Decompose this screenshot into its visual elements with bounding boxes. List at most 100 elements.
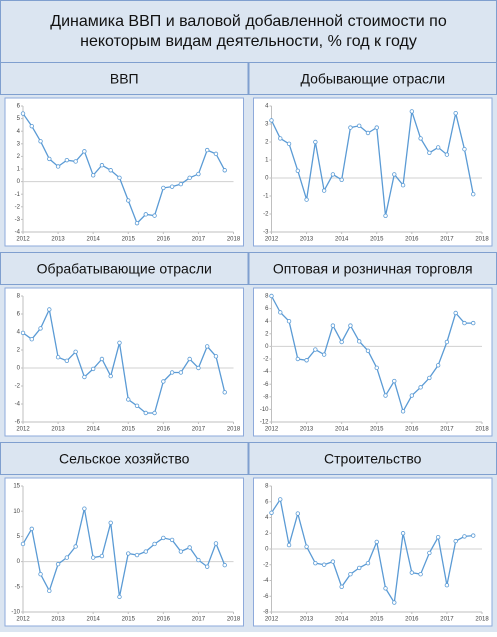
point — [269, 510, 274, 515]
chart-panel — [253, 97, 493, 247]
x-tick-label: 2017 — [440, 427, 454, 433]
header-cell — [248, 252, 497, 285]
point — [435, 534, 441, 540]
point — [47, 588, 52, 594]
point — [222, 168, 227, 173]
y-tick-label: 8 — [17, 294, 21, 300]
point — [169, 184, 175, 189]
point — [435, 145, 441, 150]
chart-title: Добывающие отрасли — [300, 71, 445, 87]
point — [304, 544, 309, 549]
x-tick-label: 2016 — [157, 617, 171, 623]
point — [330, 323, 336, 328]
y-tick-label: 1 — [17, 167, 21, 173]
point — [213, 151, 219, 157]
point — [471, 191, 476, 197]
point — [117, 175, 122, 181]
point — [462, 146, 467, 152]
point — [278, 310, 283, 315]
point — [161, 535, 166, 541]
point — [187, 356, 192, 362]
y-tick-label: 4 — [265, 104, 269, 110]
point — [321, 188, 327, 193]
point — [304, 197, 309, 202]
point — [313, 560, 318, 566]
chart-panel — [4, 477, 244, 627]
header-cell — [248, 62, 497, 95]
point — [365, 348, 371, 354]
x-tick-label: 2016 — [405, 427, 419, 433]
point — [143, 549, 148, 554]
point — [29, 526, 34, 532]
point — [20, 541, 26, 547]
y-tick-label: -8 — [263, 394, 269, 400]
point — [286, 319, 292, 324]
x-tick-label: 2017 — [440, 237, 454, 243]
point — [295, 511, 301, 516]
point — [348, 572, 353, 577]
point — [134, 403, 140, 408]
x-tick-label: 2018 — [475, 237, 489, 243]
page-title: Динамика ВВП и валовой добавленной стоим… — [50, 13, 447, 50]
y-tick-label: 4 — [265, 515, 269, 521]
point — [313, 139, 318, 145]
chart-panel — [4, 97, 244, 247]
point — [108, 520, 113, 525]
point — [82, 149, 87, 154]
x-tick-label: 2017 — [192, 237, 206, 243]
point — [64, 358, 70, 363]
point — [400, 182, 406, 188]
x-tick-label: 2013 — [51, 237, 65, 243]
chart-title: ВВП — [110, 71, 139, 87]
y-tick-label: 2 — [17, 348, 21, 354]
point — [400, 531, 406, 536]
y-tick-label: 2 — [265, 531, 269, 537]
x-tick-label: 2014 — [86, 427, 100, 433]
y-tick-label: 4 — [17, 129, 21, 135]
y-tick-label: -4 — [15, 402, 21, 408]
y-tick-label: 0 — [17, 179, 21, 185]
point — [462, 320, 467, 326]
point — [269, 118, 274, 123]
x-tick-label: 2012 — [16, 237, 30, 243]
x-tick-label: 2015 — [122, 617, 136, 623]
x-tick-label: 2018 — [227, 237, 241, 243]
header-cell — [248, 442, 497, 475]
y-tick-label: -2 — [15, 204, 21, 210]
x-tick-label: 2013 — [51, 617, 65, 623]
y-tick-label: 2 — [265, 140, 269, 146]
x-tick-label: 2018 — [227, 617, 241, 623]
point — [357, 339, 362, 344]
x-tick-label: 2012 — [265, 427, 279, 433]
point — [213, 541, 219, 546]
y-tick-label: 8 — [265, 484, 269, 490]
chart-title: Оптовая и розничная торговля — [273, 261, 473, 277]
x-tick-label: 2014 — [335, 237, 349, 243]
y-tick-label: -4 — [15, 230, 21, 236]
point — [55, 561, 61, 567]
chart-title: Обрабатывающие отрасли — [37, 261, 212, 277]
point — [365, 130, 371, 136]
point — [339, 339, 344, 345]
point — [55, 355, 61, 360]
y-tick-label: -6 — [263, 382, 269, 388]
y-tick-label: -2 — [15, 384, 21, 390]
point — [295, 168, 301, 173]
point — [20, 111, 26, 116]
point — [38, 139, 43, 144]
y-tick-label: 0 — [265, 547, 269, 553]
point — [304, 358, 309, 363]
x-tick-label: 2018 — [475, 617, 489, 623]
point — [169, 537, 175, 543]
point — [409, 570, 415, 575]
point — [152, 213, 157, 218]
point — [321, 562, 327, 567]
point — [38, 326, 43, 331]
y-tick-label: -1 — [263, 194, 269, 200]
chart-panel — [4, 287, 244, 437]
y-tick-label: 6 — [17, 104, 21, 110]
point — [55, 164, 61, 169]
point — [90, 366, 96, 372]
point — [427, 375, 432, 381]
